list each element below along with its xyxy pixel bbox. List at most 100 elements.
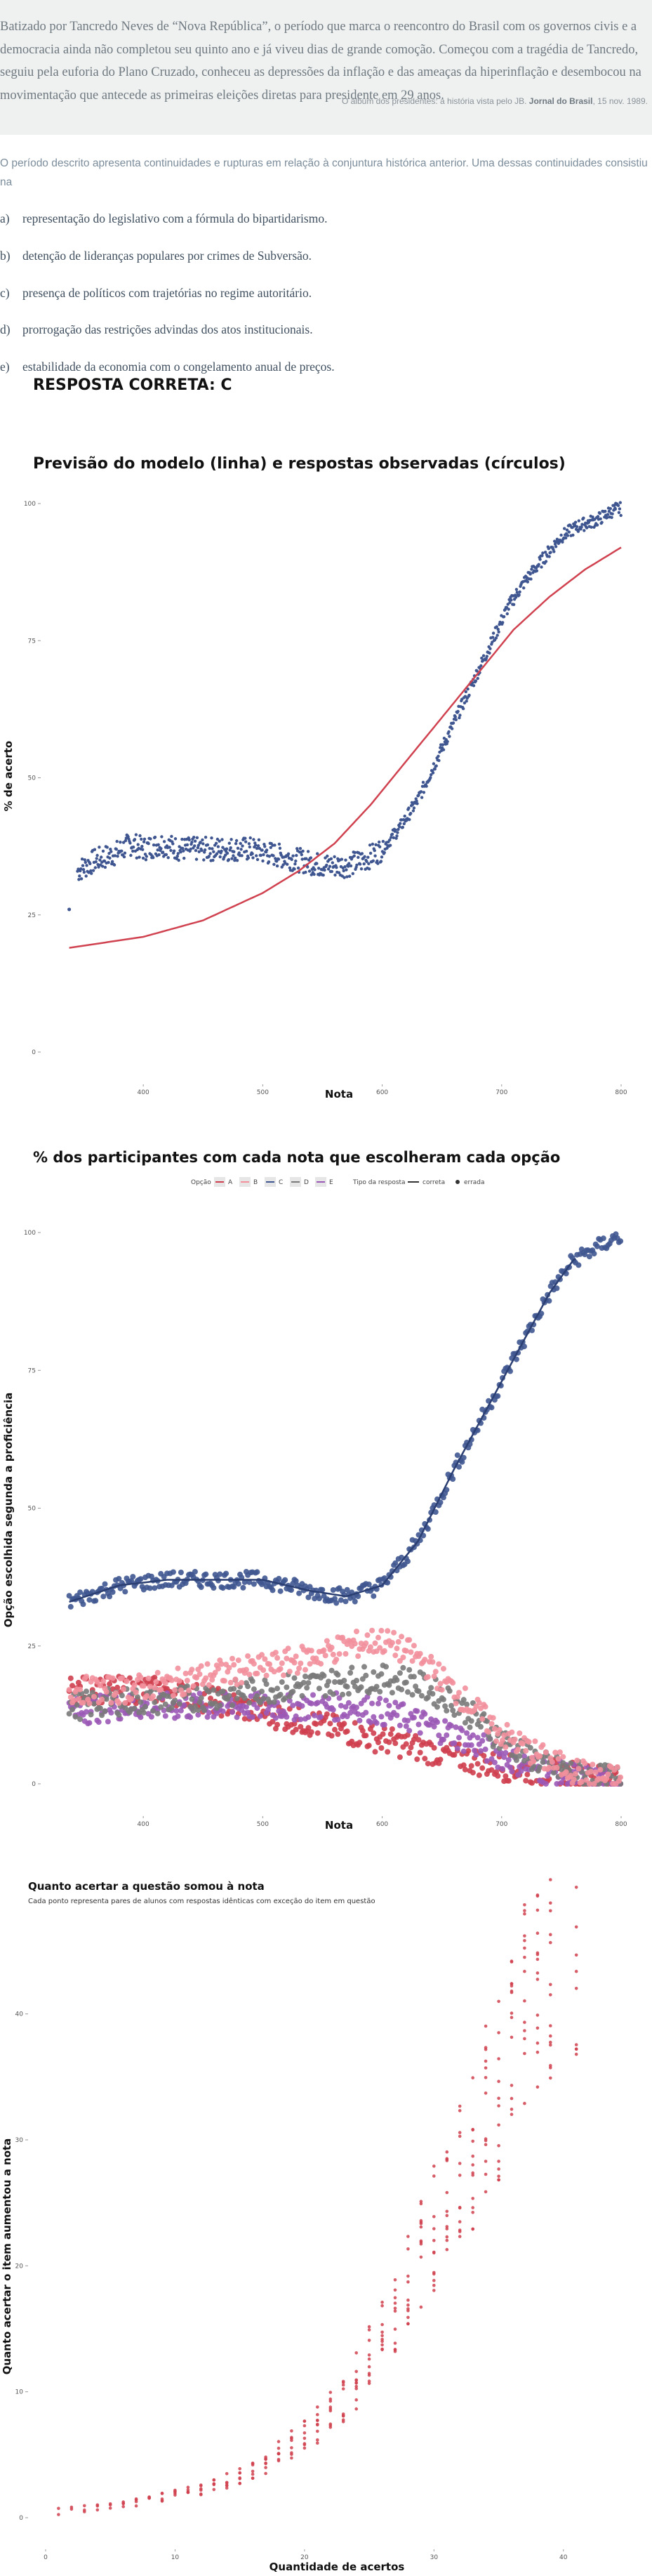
option-point [145,1675,152,1681]
option-point [425,1526,431,1532]
option-point [369,1627,375,1634]
option-point [432,1669,439,1675]
observed-point [85,864,88,867]
score-gain-point [510,2035,514,2039]
score-gain-point [484,2172,488,2176]
option-point [341,1678,347,1683]
score-gain-point [134,2499,138,2504]
observed-point [355,863,359,867]
option-point [267,1661,273,1667]
option-point [71,1697,77,1703]
score-gain-point [302,2443,307,2447]
option-point [67,1675,74,1681]
option-point [226,1664,232,1671]
observed-point [239,848,243,851]
option-point [394,1677,400,1683]
option-point [298,1723,304,1730]
option-point [221,1678,227,1684]
score-gain-point [535,1957,540,1961]
option-point [290,1688,296,1695]
observed-point [300,857,304,861]
option-point [597,1762,604,1768]
option-point [318,1661,324,1667]
legend-option-label: A [228,1179,233,1186]
score-gain-point [341,2412,345,2416]
score-gain-point [549,2034,552,2038]
score-gain-point [354,2370,359,2374]
option-point [481,1753,487,1759]
observed-point [583,529,586,532]
legend-option-label: E [329,1179,333,1186]
score-gain-point [69,2505,74,2509]
observed-point [275,860,279,863]
observed-point [380,855,384,859]
score-gain-point [406,2235,410,2238]
option-point [462,1766,468,1773]
score-gain-point [380,2330,384,2334]
score-gain-point [380,2304,384,2308]
option-point [378,1627,385,1634]
observed-point [258,846,262,850]
option-point [501,1754,507,1760]
option-point [274,1655,281,1661]
option-point [387,1731,394,1737]
option-point [444,1707,450,1714]
observed-point [214,841,218,845]
option-point [114,1684,121,1690]
option-point [437,1756,444,1763]
option-point [105,1719,111,1725]
option-point [305,1594,312,1601]
score-gain-point [523,1939,526,1943]
option-point [330,1691,336,1697]
option-point [220,1585,226,1591]
option-point [260,1695,267,1702]
option-point [454,1745,460,1752]
observed-point [573,520,578,524]
score-gain-point [108,2502,112,2506]
observed-point [434,764,438,768]
option-point [316,1596,322,1601]
score-gain-point [549,2043,552,2047]
score-gain-point [290,2429,293,2433]
observed-point [141,856,145,860]
observed-point [102,859,107,863]
observed-point [136,843,140,846]
score-gain-point [445,2225,449,2228]
option-point [462,1720,468,1726]
observed-point [481,654,486,657]
score-gain-point [484,2160,488,2163]
y-tick-label: 100 [24,501,36,508]
option-point [203,1571,209,1577]
option-point [451,1712,458,1719]
observed-point [526,580,529,584]
observed-point [599,517,602,520]
option-point [330,1651,336,1657]
option-point [503,1773,509,1780]
option-point [332,1679,338,1685]
option-point [66,1687,72,1693]
observed-point [157,853,161,857]
option-point [198,1663,204,1669]
option-point [138,1576,144,1582]
score-gain-point [199,2488,203,2492]
option-point [442,1718,448,1724]
option-point [517,1753,523,1759]
option-point [259,1652,265,1658]
observed-point [378,845,382,848]
observed-point [395,834,399,838]
score-gain-point [341,2381,345,2384]
score-gain-point [510,2112,514,2116]
score-gain-point [121,2500,125,2504]
option-point [414,1756,420,1762]
y-axis-label: Opção escolhida segunda a proficiência [2,1393,15,1628]
option-point [417,1749,423,1756]
observed-point [567,530,571,534]
option-point [386,1702,392,1709]
observed-point [181,846,185,850]
observed-point [157,843,160,846]
observed-point [506,603,510,606]
observed-point [312,872,316,876]
option-point [490,1715,496,1721]
observed-point [329,857,333,860]
observed-point [394,828,397,832]
